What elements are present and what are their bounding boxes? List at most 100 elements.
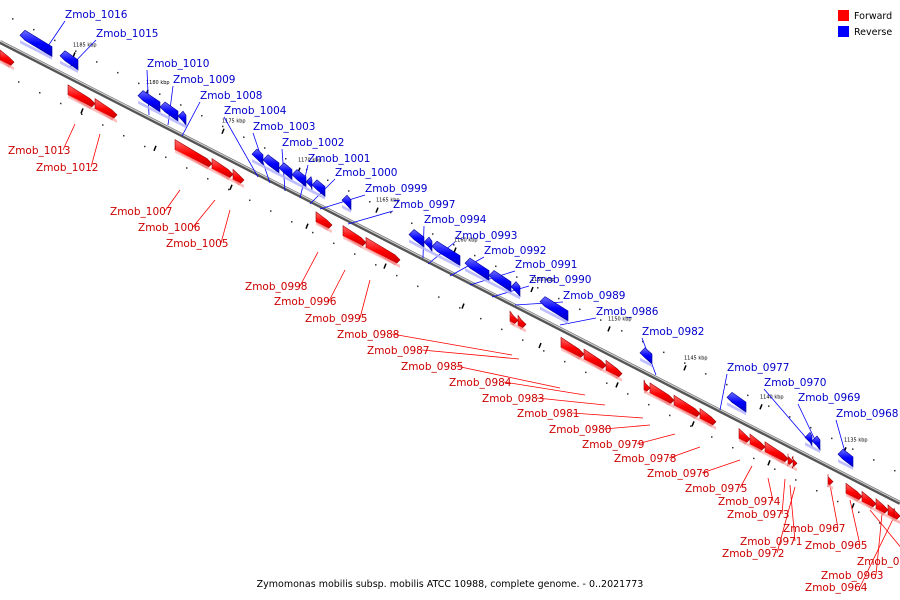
gene-zmob-0988-shadow — [510, 321, 518, 329]
dot — [495, 265, 497, 268]
dot — [711, 436, 713, 438]
dot — [732, 446, 734, 449]
tick-mark — [221, 128, 225, 135]
gene-zmob-0979 — [673, 394, 701, 422]
gene-zmob-0993 — [423, 236, 433, 255]
gene-zmob-1001-label: Zmob_1001 — [308, 153, 370, 165]
gene-zmob-0996-leader — [328, 269, 346, 302]
gene-fragment-body — [0, 49, 15, 68]
dot — [753, 457, 755, 460]
gene-zmob-1002-label: Zmob_1002 — [282, 137, 344, 149]
gene-zmob-0962 — [875, 498, 889, 518]
gene-zmob-0980-leader — [603, 424, 651, 430]
tick-label: 1135 kbp — [844, 437, 868, 443]
dot — [474, 254, 476, 257]
dot — [537, 287, 539, 289]
dot — [579, 308, 581, 311]
dot — [459, 307, 461, 309]
gene-zmob-1012-body — [94, 98, 118, 121]
gene-zmob-1012-shadow — [95, 108, 117, 123]
gene-zmob-0995-label: Zmob_0995 — [305, 313, 367, 325]
gene-zmob-0969-leader — [797, 403, 818, 445]
gene-zmob-0964-shadow — [894, 517, 900, 524]
tick-mark — [383, 263, 387, 269]
gene-zmob-1007-label: Zmob_1007 — [110, 206, 172, 218]
gene-zmob-0971 — [827, 474, 834, 490]
dot — [747, 394, 749, 397]
dot — [411, 222, 413, 225]
tick-mark — [305, 223, 309, 229]
dot — [831, 437, 833, 440]
gene-zmob-1004 — [251, 148, 264, 168]
gene-zmob-0965-shadow — [862, 501, 876, 512]
dot — [669, 414, 671, 417]
gene-zmob-0995-leader — [359, 279, 371, 319]
tick-mark — [538, 342, 542, 349]
gene-zmob-0984-leader — [503, 381, 586, 396]
gene-zmob-0986 — [539, 296, 569, 324]
gene-zmob-1007-shadow — [175, 149, 212, 172]
gene-zmob-0987 — [517, 314, 527, 333]
map-caption: Zymomonas mobilis subsp. mobilis ATCC 10… — [257, 579, 644, 590]
gene-zmob-0983-leader — [536, 397, 606, 406]
gene-zmob-1005-label: Zmob_1005 — [166, 238, 228, 250]
gene-zmob-0970-shadow — [805, 442, 812, 449]
gene-zmob-0968-leader — [835, 419, 846, 453]
dot — [186, 167, 188, 169]
gene-zmob-0974 — [764, 441, 789, 467]
dot — [417, 285, 419, 288]
gene-zmob-0998-body — [315, 211, 333, 231]
gene-zmob-0992-leader — [449, 256, 485, 277]
gene-zmob-0975 — [749, 433, 766, 455]
gene-zmob-1013 — [67, 84, 96, 112]
gene-zmob-0967-label: Zmob_0967 — [783, 523, 845, 535]
dot — [768, 405, 770, 407]
tick-label: 1145 kbp — [684, 355, 708, 361]
gene-zmob-0997-body — [341, 194, 352, 211]
dot — [75, 50, 77, 52]
gene-zmob-1002-body — [278, 162, 293, 181]
gene-zmob-0993-shadow — [424, 247, 432, 255]
dot — [207, 178, 209, 180]
gene-zmob-0984 — [583, 348, 607, 374]
dot — [243, 136, 245, 138]
tick-mark — [683, 365, 687, 371]
dot — [270, 210, 272, 212]
axis-ticks: 1185 kbp 1180 kbp 1175 kbp 1170 kbp 1165 kbp… — [72, 42, 868, 509]
dot — [348, 190, 350, 192]
dot — [648, 403, 650, 406]
gene-zmob-0996-label: Zmob_0996 — [274, 296, 337, 308]
gene-zmob-1009 — [159, 101, 179, 125]
gene-zmob-0978-body — [699, 407, 717, 428]
gene-zmob-0973-body — [787, 453, 794, 467]
gene-zmob-0969 — [811, 435, 821, 454]
gene-zmob-0984-label: Zmob_0984 — [449, 377, 512, 389]
gene-zmob-1008-body — [177, 110, 187, 127]
gene-zmob-1008 — [177, 110, 187, 129]
tick-label: 1175 kbp — [222, 119, 246, 125]
gene-zmob-0965 — [861, 490, 877, 512]
gene-zmob-1012 — [94, 98, 118, 123]
tick-label: 1140 kbp — [760, 394, 784, 400]
gene-zmob-1009-label: Zmob_1009 — [173, 74, 235, 86]
gene-zmob-0998-shadow — [316, 221, 332, 234]
position-dots — [12, 18, 896, 524]
dot — [558, 297, 560, 300]
dot — [726, 383, 728, 386]
dot — [96, 61, 98, 63]
gene-zmob-0971-label: Zmob_0971 — [740, 536, 802, 548]
gene-zmob-1007 — [174, 139, 213, 172]
tick-mark — [80, 108, 84, 114]
gene-zmob-0972-leader — [776, 486, 796, 554]
gene-zmob-0976 — [738, 427, 751, 448]
gene-zmob-0986-leader — [559, 317, 597, 326]
legend: Forward Reverse — [838, 10, 892, 38]
tick-label: 1185 kbp — [73, 42, 97, 48]
gene-zmob-1016 — [19, 29, 53, 60]
gene-zmob-1010-body — [137, 90, 161, 113]
gene-zmob-0974-shadow — [765, 451, 788, 467]
gene-zmob-0999-body — [311, 179, 326, 198]
gene-zmob-0977 — [726, 391, 747, 416]
gene-zmob-0989 — [510, 281, 521, 300]
gene-zmob-1015-label: Zmob_1015 — [96, 28, 158, 40]
